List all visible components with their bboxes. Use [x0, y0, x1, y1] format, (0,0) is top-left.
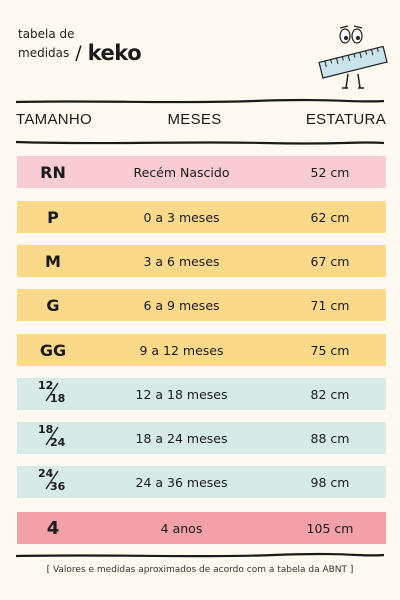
- divider-header: [15, 140, 385, 145]
- size-numerator: 18: [38, 423, 54, 436]
- size-numerator: 24: [38, 467, 54, 480]
- table-row: GG 9 a 12 meses 75 cm: [17, 334, 386, 366]
- size-cell: 18 24: [17, 423, 89, 453]
- height-cell: 105 cm: [306, 520, 354, 536]
- height-cell: 82 cm: [310, 386, 350, 402]
- months-cell: 3 a 6 meses: [143, 253, 220, 269]
- height-cell: 71 cm: [310, 297, 350, 313]
- size-denominator: 18: [50, 392, 66, 405]
- size-fraction: 18 24: [36, 423, 70, 449]
- size-cell: M: [45, 251, 61, 271]
- header: tabela de medidas / keko: [18, 26, 388, 86]
- header-line2: medidas: [18, 45, 70, 60]
- column-headers: TAMANHO MESES ESTATURA: [14, 111, 386, 135]
- size-numerator: 12: [38, 379, 54, 392]
- size-cell: P: [47, 207, 59, 227]
- months-cell: 24 a 36 meses: [135, 474, 228, 490]
- months-cell: 0 a 3 meses: [143, 209, 220, 225]
- height-cell: 62 cm: [310, 209, 350, 225]
- months-cell: 9 a 12 meses: [139, 342, 224, 358]
- size-cell: G: [46, 295, 60, 315]
- table-row: 12 18 12 a 18 meses 82 cm: [17, 378, 386, 410]
- table-row: P 0 a 3 meses 62 cm: [17, 201, 386, 233]
- brand-logo: keko: [87, 41, 142, 65]
- size-cell: RN: [40, 162, 66, 182]
- column-header-size: TAMANHO: [16, 111, 92, 128]
- height-cell: 67 cm: [310, 253, 350, 269]
- months-cell: 12 a 18 meses: [135, 386, 228, 402]
- height-cell: 52 cm: [310, 164, 350, 180]
- column-header-months: MESES: [167, 111, 222, 128]
- height-cell: 98 cm: [310, 474, 350, 490]
- table-row: 18 24 18 a 24 meses 88 cm: [17, 422, 386, 454]
- months-cell: 6 a 9 meses: [143, 297, 220, 313]
- size-cell: 4: [46, 517, 60, 539]
- divider-bottom: [15, 552, 385, 558]
- size-cell: 12 18: [17, 379, 89, 409]
- header-line1: tabela de: [18, 27, 75, 41]
- table-row: RN Recém Nascido 52 cm: [17, 156, 386, 188]
- divider-top: [15, 98, 385, 104]
- size-fraction: 12 18: [36, 379, 70, 405]
- height-cell: 88 cm: [310, 430, 350, 446]
- table-row: M 3 a 6 meses 67 cm: [17, 245, 386, 277]
- months-cell: 18 a 24 meses: [135, 430, 228, 446]
- size-denominator: 36: [50, 480, 66, 493]
- size-denominator: 24: [50, 436, 66, 449]
- height-cell: 75 cm: [310, 342, 350, 358]
- table-row: 4 4 anos 105 cm: [17, 512, 386, 544]
- footer-note: [ Valores e medidas aproximados de acord…: [46, 565, 354, 575]
- size-cell: GG: [39, 340, 67, 360]
- size-fraction: 24 36: [36, 467, 70, 493]
- column-header-height: ESTATURA: [305, 111, 386, 128]
- months-cell: 4 anos: [160, 520, 203, 536]
- header-slash: /: [75, 42, 82, 64]
- ruler-mascot-icon: [318, 25, 388, 89]
- size-cell: 24 36: [17, 467, 89, 497]
- table-row: G 6 a 9 meses 71 cm: [17, 289, 386, 321]
- table-row: 24 36 24 a 36 meses 98 cm: [17, 466, 386, 498]
- months-cell: Recém Nascido: [133, 164, 230, 180]
